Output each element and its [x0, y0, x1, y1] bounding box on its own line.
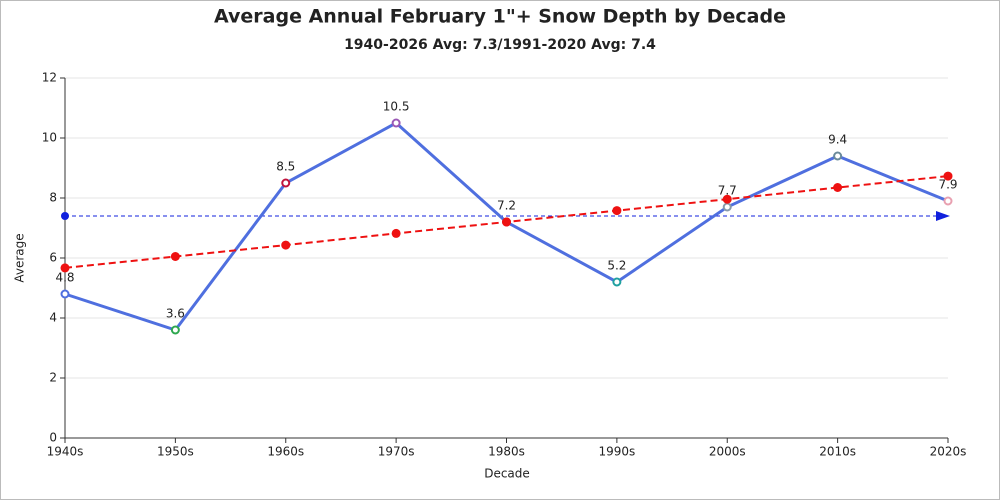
x-tick-label: 1980s [488, 445, 525, 459]
point [833, 151, 843, 161]
average-arrow [936, 211, 950, 221]
y-axis-label: Average [13, 233, 27, 282]
x-axis-label: Decade [484, 467, 530, 481]
data-label: 8.5 [276, 160, 295, 174]
x-tick-label: 1950s [157, 445, 194, 459]
point [170, 252, 180, 261]
point [281, 240, 291, 250]
data-label: 7.7 [718, 184, 737, 198]
data-label: 7.2 [497, 199, 516, 213]
point [170, 325, 180, 335]
chart-title: Average Annual February 1"+ Snow Depth b… [214, 6, 786, 28]
x-tick-label: 2010s [819, 445, 856, 459]
y-tick-label: 8 [49, 191, 57, 205]
point [612, 277, 622, 287]
point [612, 206, 622, 216]
point [722, 202, 732, 212]
y-tick-label: 10 [42, 131, 57, 145]
x-tick-label: 1990s [598, 445, 635, 459]
average-start [61, 212, 69, 220]
data-label: 4.8 [55, 271, 74, 285]
point [281, 178, 291, 188]
data-label: 5.2 [607, 259, 626, 273]
point [391, 118, 401, 128]
x-tick-label: 2000s [709, 445, 746, 459]
point [833, 183, 843, 192]
point [722, 194, 732, 204]
x-tick-label: 1940s [47, 445, 84, 459]
y-tick-label: 0 [49, 431, 57, 445]
data-label: 3.6 [166, 307, 185, 321]
chart-subtitle: 1940-2026 Avg: 7.3/1991-2020 Avg: 7.4 [344, 37, 656, 53]
point [943, 196, 953, 206]
y-tick-label: 12 [42, 71, 57, 85]
y-tick-label: 4 [49, 311, 57, 325]
y-tick-label: 2 [49, 371, 57, 385]
data-label: 10.5 [383, 100, 410, 114]
x-tick-label: 2020s [930, 445, 967, 459]
x-tick-label: 1970s [378, 445, 415, 459]
point [391, 228, 401, 238]
point [943, 171, 953, 181]
point [60, 263, 70, 273]
point [502, 217, 511, 227]
y-tick-label: 6 [49, 251, 57, 265]
point [60, 289, 70, 299]
data-label: 7.9 [938, 178, 957, 192]
x-tick-label: 1960s [267, 445, 304, 459]
data-label: 9.4 [828, 133, 847, 147]
